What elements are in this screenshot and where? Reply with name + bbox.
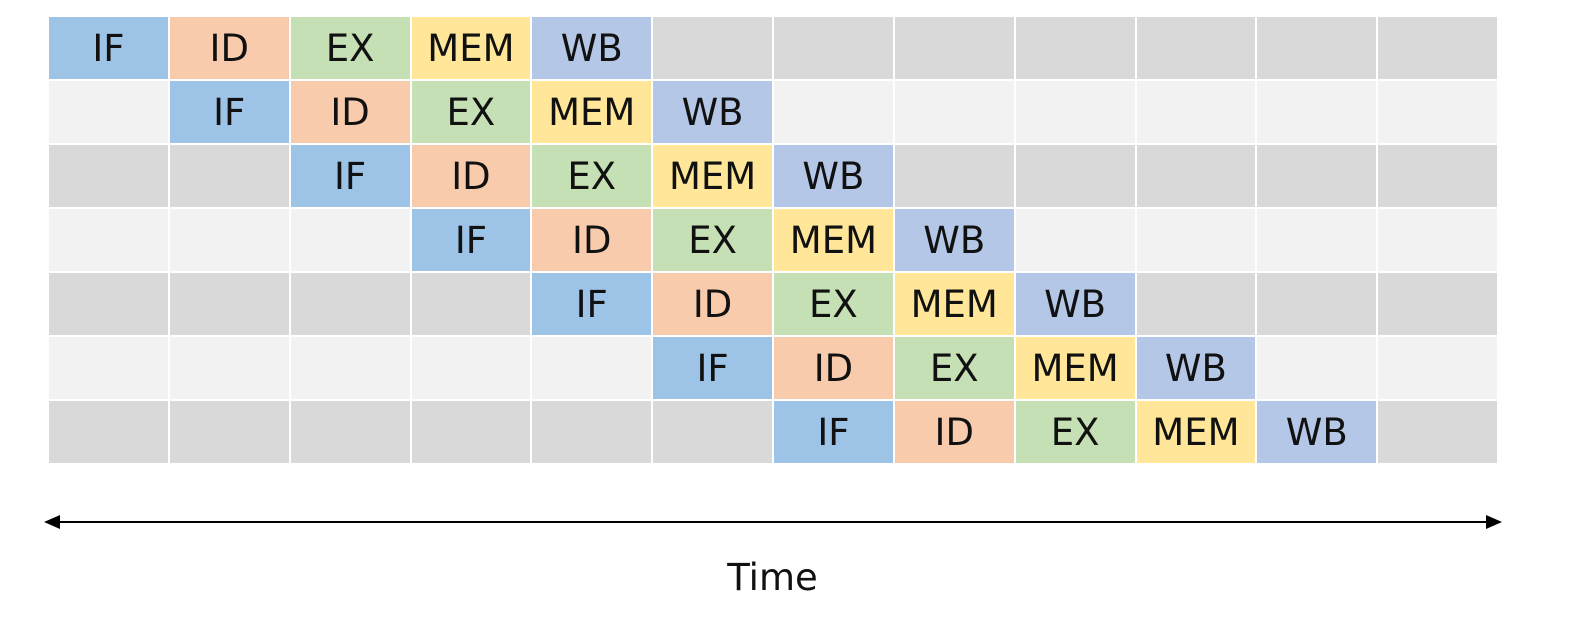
stage-cell-ex: EX (290, 17, 410, 79)
empty-cell (411, 401, 531, 463)
stage-cell-if: IF (169, 81, 289, 143)
empty-cell (169, 145, 289, 207)
empty-cell (1257, 145, 1377, 207)
stage-cell-mem: MEM (774, 209, 893, 271)
empty-cell (1136, 273, 1256, 335)
stage-cell-if: IF (49, 17, 168, 79)
stage-cell-ex: EX (774, 273, 893, 335)
time-axis-label: Time (727, 556, 818, 599)
empty-cell (774, 17, 893, 79)
stage-cell-wb: WB (1015, 273, 1135, 335)
stage-cell-if: IF (532, 273, 652, 335)
empty-cell (1136, 81, 1256, 143)
empty-cell (1257, 273, 1377, 335)
stage-cell-ex: EX (1015, 401, 1135, 463)
empty-cell (1136, 145, 1256, 207)
empty-cell (1015, 145, 1135, 207)
time-axis-left-arrowhead (44, 515, 60, 529)
empty-cell (1257, 337, 1377, 399)
empty-cell (290, 401, 410, 463)
empty-cell (49, 273, 168, 335)
stage-cell-ex: EX (894, 337, 1014, 399)
stage-cell-mem: MEM (1015, 337, 1135, 399)
stage-cell-id: ID (290, 81, 410, 143)
stage-cell-id: ID (774, 337, 893, 399)
empty-cell (1378, 145, 1497, 207)
empty-cell (411, 337, 531, 399)
empty-cell (532, 401, 652, 463)
empty-cell (1378, 337, 1497, 399)
empty-cell (894, 17, 1014, 79)
empty-cell (411, 273, 531, 335)
empty-cell (49, 209, 168, 271)
stage-cell-mem: MEM (1136, 401, 1256, 463)
stage-cell-id: ID (653, 273, 772, 335)
empty-cell (894, 81, 1014, 143)
stage-cell-wb: WB (774, 145, 893, 207)
empty-cell (1015, 209, 1135, 271)
stage-cell-mem: MEM (411, 17, 531, 79)
stage-cell-id: ID (532, 209, 652, 271)
stage-cell-id: ID (169, 17, 289, 79)
empty-cell (1378, 273, 1497, 335)
empty-cell (1136, 209, 1256, 271)
empty-cell (1378, 17, 1497, 79)
empty-cell (1378, 81, 1497, 143)
empty-cell (1257, 81, 1377, 143)
empty-cell (290, 337, 410, 399)
empty-cell (290, 209, 410, 271)
empty-cell (1378, 209, 1497, 271)
empty-cell (169, 273, 289, 335)
stage-cell-wb: WB (1257, 401, 1377, 463)
stage-cell-if: IF (290, 145, 410, 207)
stage-cell-ex: EX (653, 209, 772, 271)
empty-cell (653, 401, 772, 463)
stage-cell-id: ID (411, 145, 531, 207)
empty-cell (49, 145, 168, 207)
stage-cell-wb: WB (894, 209, 1014, 271)
stage-cell-mem: MEM (532, 81, 652, 143)
pipeline-grid: IF ID EX MEM WB IF ID EX MEM WB IF ID EX MEM WB IF ID EX M… (49, 17, 1497, 463)
empty-cell (653, 17, 772, 79)
empty-cell (169, 401, 289, 463)
empty-cell (169, 209, 289, 271)
empty-cell (774, 81, 893, 143)
time-axis-arrow (44, 515, 1502, 529)
stage-cell-wb: WB (532, 17, 652, 79)
empty-cell (49, 337, 168, 399)
stage-cell-if: IF (653, 337, 772, 399)
stage-cell-if: IF (774, 401, 893, 463)
empty-cell (1015, 17, 1135, 79)
time-axis-right-arrowhead (1486, 515, 1502, 529)
stage-cell-ex: EX (411, 81, 531, 143)
stage-cell-id: ID (894, 401, 1014, 463)
empty-cell (49, 401, 168, 463)
empty-cell (1257, 209, 1377, 271)
stage-cell-if: IF (411, 209, 531, 271)
empty-cell (894, 145, 1014, 207)
empty-cell (49, 81, 168, 143)
stage-cell-wb: WB (1136, 337, 1256, 399)
empty-cell (1015, 81, 1135, 143)
empty-cell (1257, 17, 1377, 79)
stage-cell-wb: WB (653, 81, 772, 143)
empty-cell (1136, 17, 1256, 79)
stage-cell-ex: EX (532, 145, 652, 207)
empty-cell (169, 337, 289, 399)
empty-cell (1378, 401, 1497, 463)
stage-cell-mem: MEM (894, 273, 1014, 335)
stage-cell-mem: MEM (653, 145, 772, 207)
empty-cell (532, 337, 652, 399)
empty-cell (290, 273, 410, 335)
